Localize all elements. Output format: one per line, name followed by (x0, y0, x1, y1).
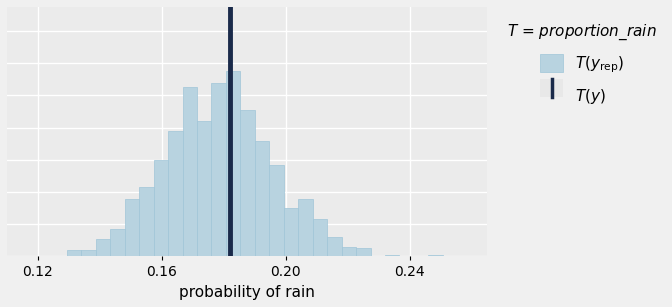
Bar (428, 255, 443, 256)
Bar (197, 121, 212, 256)
Bar (81, 250, 96, 256)
Bar (284, 208, 298, 256)
Bar (356, 248, 370, 256)
Bar (110, 229, 125, 256)
Bar (212, 83, 226, 256)
Bar (139, 187, 154, 256)
Bar (96, 239, 110, 256)
Bar (67, 250, 81, 256)
Bar (269, 165, 284, 256)
Bar (241, 110, 255, 256)
Bar (226, 71, 241, 256)
Bar (385, 255, 399, 256)
Bar (255, 141, 269, 256)
Bar (125, 199, 139, 256)
X-axis label: probability of rain: probability of rain (179, 285, 315, 300)
Bar (341, 247, 356, 256)
Bar (327, 237, 341, 256)
Bar (183, 87, 197, 256)
Bar (298, 199, 312, 256)
Legend: $T(y_\mathrm{rep})$, $T(y)$: $T(y_\mathrm{rep})$, $T(y)$ (500, 15, 665, 114)
Bar (312, 220, 327, 256)
Bar (168, 131, 183, 256)
Bar (154, 160, 168, 256)
